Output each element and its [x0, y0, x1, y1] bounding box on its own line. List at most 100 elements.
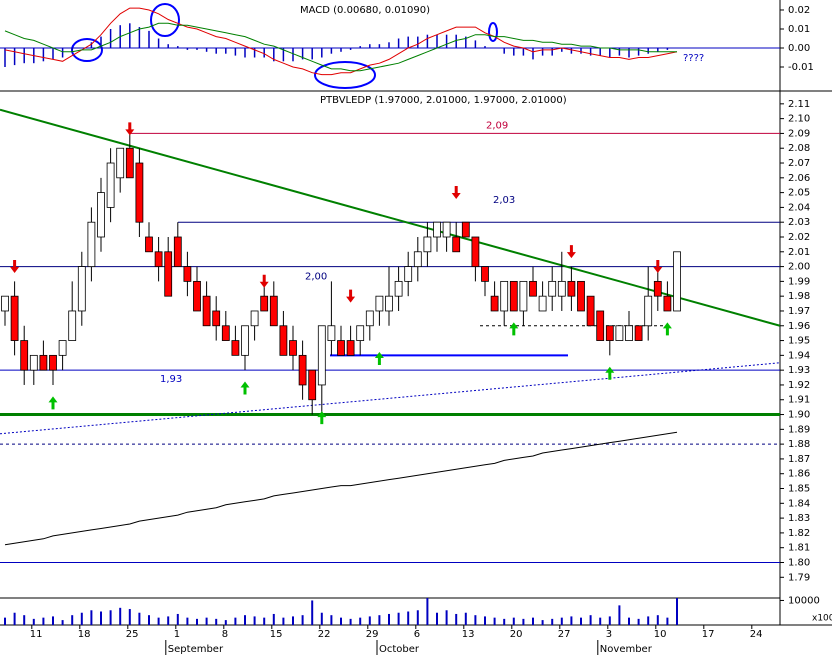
y-tick-label: 1.90 — [788, 410, 810, 421]
y-tick-label: 1.84 — [788, 498, 810, 509]
sell-arrow — [566, 245, 576, 259]
candle-body — [212, 310, 221, 327]
candle-body — [49, 354, 57, 371]
candle-body — [615, 325, 624, 341]
candle-body — [653, 280, 662, 297]
candle-body — [557, 280, 566, 297]
candle-body — [404, 266, 413, 282]
candle-body — [135, 162, 144, 223]
y-tick-label: 1.83 — [788, 513, 810, 524]
y-tick-label: 2.02 — [788, 232, 810, 243]
sell-arrow — [10, 259, 20, 273]
x-tick-label: 18 — [78, 629, 91, 640]
candle-body — [433, 221, 441, 238]
y-tick-label: 0.02 — [788, 5, 810, 16]
sell-arrow — [259, 274, 269, 288]
candle-body — [442, 221, 451, 238]
y-tick-label: 1.95 — [788, 336, 810, 347]
candle-body — [490, 295, 499, 312]
y-tick-label: 1.94 — [788, 350, 810, 361]
series-line — [4, 431, 678, 546]
candle-body — [481, 266, 489, 282]
candle-body — [29, 354, 38, 371]
candle-body — [375, 295, 384, 312]
x-tick-label: 1 — [174, 629, 180, 640]
candle-body — [567, 280, 576, 297]
level-label: 1,93 — [160, 374, 182, 385]
y-tick-label: 2.04 — [788, 202, 810, 213]
candle-body — [509, 280, 518, 312]
buy-arrow — [605, 366, 615, 380]
buy-arrow — [374, 351, 384, 365]
y-tick-label: 1.92 — [788, 380, 810, 391]
candle-body — [289, 340, 297, 356]
candle-body — [596, 310, 605, 341]
candle-body — [164, 251, 173, 297]
sell-arrow — [125, 122, 135, 136]
candle-body — [183, 266, 192, 282]
y-tick-label: 1.93 — [788, 365, 810, 376]
candle-body — [269, 295, 278, 327]
candle-body — [461, 221, 470, 238]
candle-body — [1, 295, 9, 312]
candle-body — [327, 325, 336, 341]
candle-body — [385, 295, 393, 312]
x-tick-label: 11 — [30, 629, 43, 640]
month-label: November — [600, 644, 653, 655]
candle-body — [279, 325, 288, 356]
macd-title: MACD (0.00680, 0.01090) — [300, 5, 430, 16]
candle-body — [260, 295, 269, 312]
level-label: 2,09 — [486, 120, 508, 131]
candle-body — [10, 295, 19, 341]
highlight-circle — [488, 22, 498, 42]
series-line — [4, 22, 677, 72]
candle-body — [221, 325, 230, 341]
candle-body — [145, 236, 153, 253]
candle-body — [644, 295, 653, 327]
candle-body — [500, 280, 509, 312]
y-tick-label: 1.85 — [788, 484, 810, 495]
buy-arrow — [48, 396, 58, 410]
candle-body — [673, 251, 681, 312]
candle-body — [625, 325, 633, 341]
month-label: October — [379, 644, 420, 655]
candle-body — [356, 325, 365, 341]
chart-title: PTBVLEDP (1.97000, 2.01000, 1.97000, 2.0… — [320, 95, 567, 106]
x-tick-label: 10 — [654, 629, 667, 640]
buy-arrow — [240, 381, 250, 395]
candle-body — [173, 236, 182, 267]
candle-body — [97, 192, 105, 238]
candle-body — [231, 340, 240, 356]
y-tick-label: 1.79 — [788, 572, 810, 583]
y-tick-label: 1.96 — [788, 321, 810, 332]
volume-unit: x100 — [812, 614, 832, 624]
x-tick-label: 13 — [462, 629, 475, 640]
candle-body — [87, 221, 96, 267]
month-label: September — [168, 644, 224, 655]
candle-body — [663, 295, 672, 312]
y-tick-label: 1.82 — [788, 528, 810, 539]
buy-arrow — [509, 322, 519, 336]
y-tick-label: 1.98 — [788, 291, 810, 302]
x-tick-label: 17 — [702, 629, 715, 640]
y-tick-label: 1.86 — [788, 469, 810, 480]
candle-body — [202, 295, 211, 327]
candle-body — [471, 236, 480, 267]
candle-body — [116, 147, 125, 179]
annotation: ???? — [683, 53, 704, 64]
x-tick-label: 3 — [606, 629, 612, 640]
x-tick-label: 15 — [270, 629, 283, 640]
candle-body — [548, 280, 557, 297]
candle-body — [586, 295, 595, 327]
level-label: 2,00 — [305, 272, 327, 283]
candle-body — [452, 236, 461, 253]
x-tick-label: 22 — [318, 629, 331, 640]
y-tick-label: 1.97 — [788, 306, 810, 317]
y-tick-label: 2.07 — [788, 158, 810, 169]
sell-arrow — [346, 289, 356, 303]
y-tick-label: 1.91 — [788, 395, 810, 406]
x-tick-label: 24 — [750, 629, 763, 640]
candle-body — [193, 280, 201, 312]
